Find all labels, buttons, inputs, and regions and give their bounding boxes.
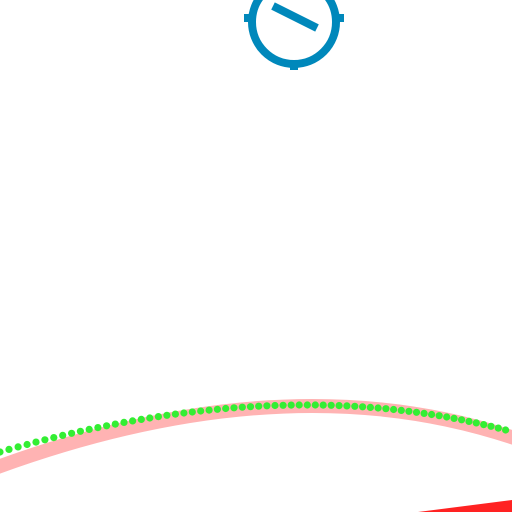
trajectory-dot — [263, 402, 271, 410]
cannon-dial-icon[interactable] — [244, 0, 344, 70]
trajectory-dot — [327, 401, 335, 409]
trajectory-dot — [255, 402, 263, 410]
trajectory-dot — [443, 413, 451, 421]
trajectory-dot — [295, 401, 303, 409]
trajectory-dot — [397, 406, 405, 414]
trajectory-dot — [59, 431, 67, 439]
trajectory-dot — [213, 405, 221, 413]
trajectory-dot — [382, 405, 390, 413]
trajectory-dot — [494, 424, 502, 432]
trajectory-dot — [111, 420, 119, 428]
trajectory-dot — [32, 438, 40, 446]
trajectory-dot — [472, 419, 480, 427]
trajectory-dot — [23, 440, 31, 449]
trajectory-dot — [335, 402, 343, 410]
trajectory-dot — [85, 425, 93, 433]
trajectory-dot — [137, 415, 145, 423]
trajectory-dots — [0, 401, 510, 456]
trajectory-dot — [246, 403, 255, 411]
trajectory-dot — [351, 402, 359, 410]
trajectory-dot — [450, 414, 458, 422]
trajectory-dot — [103, 422, 111, 430]
trajectory-dot — [41, 436, 49, 444]
trajectory-dot — [146, 414, 154, 422]
trajectory-dot — [50, 434, 58, 442]
trajectory-dot — [0, 448, 4, 456]
trajectory-dot — [435, 412, 443, 420]
cannon-barrel — [271, 2, 319, 32]
trajectory-dot — [180, 409, 188, 417]
trajectory-band — [0, 398, 512, 474]
trajectory-dot — [420, 409, 428, 417]
trajectory-dot — [390, 405, 398, 414]
trajectory-dot — [311, 401, 319, 409]
trajectory-dot — [412, 408, 421, 416]
trajectory-dot — [428, 410, 436, 419]
projectile-streak — [418, 500, 512, 512]
trajectory-dot — [502, 426, 510, 434]
trajectory-dot — [405, 407, 413, 415]
trajectory-dot — [303, 401, 311, 409]
cannon-right-tick — [336, 14, 344, 22]
trajectory-dot — [205, 406, 213, 414]
trajectory-dot — [197, 407, 205, 415]
trajectory-dot — [319, 401, 327, 409]
trajectory-dot — [487, 422, 495, 430]
trajectory-dot — [271, 401, 279, 410]
trajectory-dot — [129, 417, 137, 425]
trajectory-dot — [343, 402, 351, 410]
trajectory-dot — [279, 401, 287, 409]
trajectory-dot — [238, 403, 246, 411]
trajectory-dot — [366, 403, 374, 411]
trajectory-dot — [68, 429, 76, 437]
trajectory-dot — [94, 424, 102, 432]
trajectory-dot — [287, 401, 295, 409]
cannon-ring — [248, 0, 340, 68]
trajectory-dot — [14, 443, 22, 451]
cannon-left-tick — [244, 14, 252, 22]
trajectory-dot — [222, 404, 230, 413]
trajectory-dot — [465, 417, 473, 425]
trajectory-dot — [188, 408, 196, 416]
trajectory-dot — [120, 418, 128, 426]
trajectory-dot — [163, 411, 171, 419]
trajectory-dot — [76, 427, 84, 435]
trajectory-dot — [230, 404, 238, 412]
trajectory-dot — [374, 404, 382, 412]
trajectory-dot — [171, 410, 179, 418]
cannon-bottom-tick — [290, 62, 298, 70]
trajectory-dot — [5, 445, 13, 453]
trajectory-dot — [359, 403, 367, 411]
trajectory-dot — [480, 421, 488, 429]
trajectory-dot — [458, 416, 466, 424]
trajectory-dot — [154, 413, 162, 421]
